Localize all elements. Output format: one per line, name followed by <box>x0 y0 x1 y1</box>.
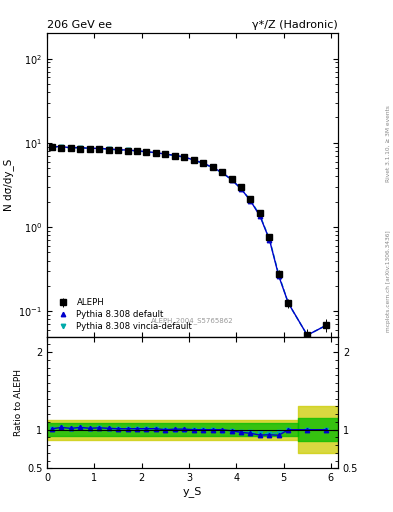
Pythia 8.308 default <box>305 332 310 338</box>
Pythia 8.308 vincia-default <box>324 322 329 328</box>
Pythia 8.308 default <box>87 145 92 152</box>
Pythia 8.308 default <box>59 144 64 150</box>
Pythia 8.308 default <box>210 164 215 170</box>
Pythia 8.308 vincia-default <box>125 147 130 154</box>
Pythia 8.308 vincia-default <box>220 170 224 176</box>
Pythia 8.308 default <box>229 177 234 183</box>
Text: mcplots.cern.ch [arXiv:1306.3436]: mcplots.cern.ch [arXiv:1306.3436] <box>386 231 391 332</box>
Pythia 8.308 default <box>286 300 291 306</box>
Pythia 8.308 vincia-default <box>229 177 234 183</box>
Pythia 8.308 vincia-default <box>78 145 83 151</box>
Legend: ALEPH, Pythia 8.308 default, Pythia 8.308 vincia-default: ALEPH, Pythia 8.308 default, Pythia 8.30… <box>51 296 194 332</box>
Pythia 8.308 default <box>97 145 101 152</box>
Pythia 8.308 vincia-default <box>286 301 291 307</box>
Pythia 8.308 vincia-default <box>68 145 73 151</box>
Text: Rivet 3.1.10, ≥ 3M events: Rivet 3.1.10, ≥ 3M events <box>386 105 391 182</box>
Pythia 8.308 vincia-default <box>97 145 101 152</box>
Pythia 8.308 default <box>220 169 224 176</box>
Line: Pythia 8.308 vincia-default: Pythia 8.308 vincia-default <box>50 145 329 337</box>
Pythia 8.308 default <box>135 147 140 154</box>
X-axis label: y_S: y_S <box>183 486 202 497</box>
Pythia 8.308 vincia-default <box>59 144 64 150</box>
Pythia 8.308 default <box>182 154 187 160</box>
Pythia 8.308 vincia-default <box>267 236 272 242</box>
Pythia 8.308 default <box>267 237 272 243</box>
Pythia 8.308 default <box>154 150 158 156</box>
Text: ALEPH_2004_S5765862: ALEPH_2004_S5765862 <box>151 318 234 325</box>
Pythia 8.308 default <box>116 146 120 153</box>
Pythia 8.308 default <box>201 160 206 166</box>
Pythia 8.308 vincia-default <box>154 150 158 156</box>
Y-axis label: N dσ/dy_S: N dσ/dy_S <box>4 159 14 211</box>
Pythia 8.308 vincia-default <box>135 148 140 154</box>
Pythia 8.308 vincia-default <box>248 197 253 203</box>
Pythia 8.308 vincia-default <box>163 151 168 157</box>
Pythia 8.308 default <box>191 157 196 163</box>
Pythia 8.308 vincia-default <box>239 186 243 192</box>
Pythia 8.308 default <box>324 322 329 328</box>
Pythia 8.308 default <box>163 151 168 157</box>
Pythia 8.308 vincia-default <box>50 144 54 150</box>
Pythia 8.308 default <box>277 273 281 280</box>
Pythia 8.308 default <box>144 148 149 155</box>
Pythia 8.308 vincia-default <box>210 165 215 171</box>
Pythia 8.308 vincia-default <box>182 154 187 160</box>
Pythia 8.308 vincia-default <box>277 272 281 278</box>
Pythia 8.308 default <box>239 186 243 192</box>
Pythia 8.308 vincia-default <box>191 157 196 163</box>
Text: 206 GeV ee: 206 GeV ee <box>47 19 112 30</box>
Pythia 8.308 default <box>125 147 130 153</box>
Text: γ*/Z (Hadronic): γ*/Z (Hadronic) <box>252 19 338 30</box>
Pythia 8.308 default <box>50 144 54 150</box>
Pythia 8.308 vincia-default <box>116 147 120 153</box>
Pythia 8.308 vincia-default <box>173 153 177 159</box>
Pythia 8.308 vincia-default <box>144 149 149 155</box>
Pythia 8.308 default <box>68 145 73 151</box>
Pythia 8.308 default <box>257 213 262 219</box>
Pythia 8.308 vincia-default <box>305 332 310 338</box>
Line: Pythia 8.308 default: Pythia 8.308 default <box>50 144 329 337</box>
Pythia 8.308 vincia-default <box>106 146 111 152</box>
Pythia 8.308 default <box>106 146 111 152</box>
Pythia 8.308 vincia-default <box>257 212 262 218</box>
Pythia 8.308 vincia-default <box>87 145 92 152</box>
Pythia 8.308 vincia-default <box>201 160 206 166</box>
Pythia 8.308 default <box>173 152 177 158</box>
Y-axis label: Ratio to ALEPH: Ratio to ALEPH <box>14 369 23 436</box>
Pythia 8.308 default <box>248 198 253 204</box>
Pythia 8.308 default <box>78 144 83 151</box>
